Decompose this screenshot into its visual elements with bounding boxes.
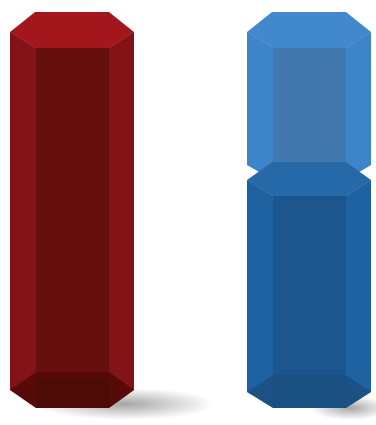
blue-column-empty-right-face bbox=[346, 32, 371, 180]
blue-column-empty-left-face bbox=[247, 32, 273, 180]
red-column-bottom-cap bbox=[10, 372, 134, 408]
blue-column-empty-front-face bbox=[273, 48, 346, 180]
blue-column-fill-left-face bbox=[247, 180, 273, 408]
blue-hexagonal-column bbox=[247, 12, 371, 408]
red-column-right-face bbox=[109, 32, 134, 408]
red-column-left-face bbox=[10, 32, 36, 408]
blue-column-fill-level-cap bbox=[247, 162, 371, 196]
red-hexagonal-column bbox=[10, 12, 134, 408]
blue-column-top-cap bbox=[247, 12, 371, 48]
red-column-bottom-shade bbox=[36, 378, 109, 408]
blue-column-bottom-cap bbox=[247, 375, 371, 408]
blue-column-fill-right-face bbox=[346, 180, 371, 408]
blue-column-fill-front-face bbox=[273, 196, 346, 408]
red-column-top-cap bbox=[10, 12, 134, 48]
red-column-front-face bbox=[36, 48, 109, 408]
